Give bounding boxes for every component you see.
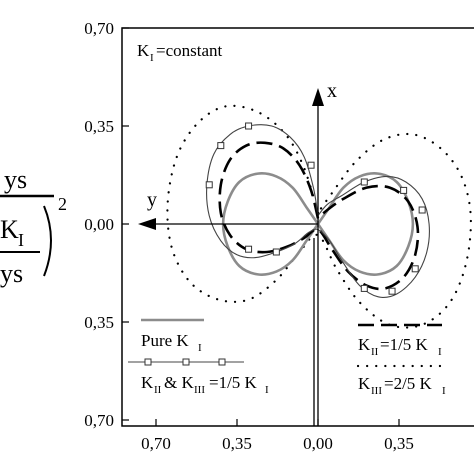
fraction-ys: ys bbox=[0, 259, 23, 288]
fraction-exponent: 2 bbox=[58, 194, 67, 214]
y-tick-label: 0,00 bbox=[84, 215, 114, 234]
legend-label-kii-k: K bbox=[358, 335, 371, 354]
annotation-k: K bbox=[137, 41, 150, 60]
legend: Pure K IK II & K III =1/5 K IK II =1/5 K IK III =2… bbox=[128, 318, 446, 397]
ticks: 0,70 0,35 0,00 0,35 0,70 0,70 0,35 0,00 0,35 bbox=[84, 19, 414, 453]
annotation-rest: =constant bbox=[156, 41, 223, 60]
legend-label-kiii-rest: =2/5 K bbox=[384, 374, 433, 393]
legend-label-kiii-sub2: I bbox=[442, 385, 446, 397]
x-axis-arrow-label: x bbox=[327, 80, 337, 102]
legend-label-kii-sub2: I bbox=[438, 346, 442, 358]
fraction-k-sub: I bbox=[18, 230, 24, 250]
legend-label-kiii-sub: III bbox=[371, 385, 382, 397]
series-marker-mixed bbox=[400, 186, 408, 194]
y-axis-arrow bbox=[138, 218, 156, 230]
x-axis-arrow bbox=[312, 88, 324, 106]
axes-layer: xy bbox=[138, 80, 337, 426]
y-tick-label: 0,35 bbox=[84, 117, 114, 136]
series-marker-mixed bbox=[360, 284, 368, 292]
series-line-kii bbox=[218, 141, 420, 291]
series-marker-mixed bbox=[217, 142, 225, 150]
legend-label-mixed-rest: =1/5 K bbox=[209, 373, 258, 392]
legend-label-mixed-sub: II bbox=[154, 384, 162, 396]
annotation-sub: I bbox=[150, 52, 154, 64]
legend-label-mixed-mid: & K bbox=[164, 373, 194, 392]
series-marker-mixed bbox=[307, 161, 315, 169]
legend-label-mixed-sub2: III bbox=[194, 384, 205, 396]
left-fraction: ys K I ys 2 bbox=[0, 165, 67, 288]
series-marker-mixed bbox=[360, 178, 368, 186]
series-line-kiii bbox=[166, 104, 472, 329]
x-tick-label: 0,00 bbox=[303, 434, 333, 453]
plot-frame bbox=[121, 27, 474, 427]
fraction-paren-right bbox=[43, 205, 52, 277]
x-tick-label: 0,35 bbox=[222, 434, 252, 453]
series-marker-mixed bbox=[388, 287, 396, 295]
series-marker-mixed bbox=[411, 265, 419, 273]
legend-label-pure: Pure K bbox=[141, 331, 189, 350]
legend-label-mixed-sub3: I bbox=[265, 384, 269, 396]
series-marker-mixed bbox=[245, 245, 253, 253]
legend-marker-mixed bbox=[144, 358, 152, 366]
fraction-numerator: ys bbox=[4, 165, 27, 194]
annotation: K I =constant bbox=[137, 41, 223, 64]
y-tick-label: 0,35 bbox=[84, 313, 114, 332]
y-axis-arrow-label: y bbox=[147, 189, 157, 211]
x-tick-label: 0,35 bbox=[384, 434, 414, 453]
series-layer bbox=[166, 104, 472, 329]
x-tick-label: 0,70 bbox=[141, 434, 171, 453]
legend-label-pure-sub: I bbox=[198, 342, 202, 354]
fraction-k: K bbox=[0, 215, 19, 244]
legend-marker-mixed bbox=[182, 358, 190, 366]
series-marker-mixed bbox=[245, 122, 253, 130]
legend-label-mixed-k: K bbox=[141, 373, 154, 392]
series-marker-mixed bbox=[418, 206, 426, 214]
legend-label-kiii-k: K bbox=[358, 374, 371, 393]
series-marker-mixed bbox=[272, 248, 280, 256]
y-tick-label: 0,70 bbox=[84, 411, 114, 430]
legend-marker-mixed bbox=[218, 358, 226, 366]
legend-label-kii-sub: II bbox=[371, 346, 379, 358]
series-marker-mixed bbox=[205, 181, 213, 189]
legend-label-kii-rest: =1/5 K bbox=[380, 335, 429, 354]
y-tick-label: 0,70 bbox=[84, 19, 114, 38]
